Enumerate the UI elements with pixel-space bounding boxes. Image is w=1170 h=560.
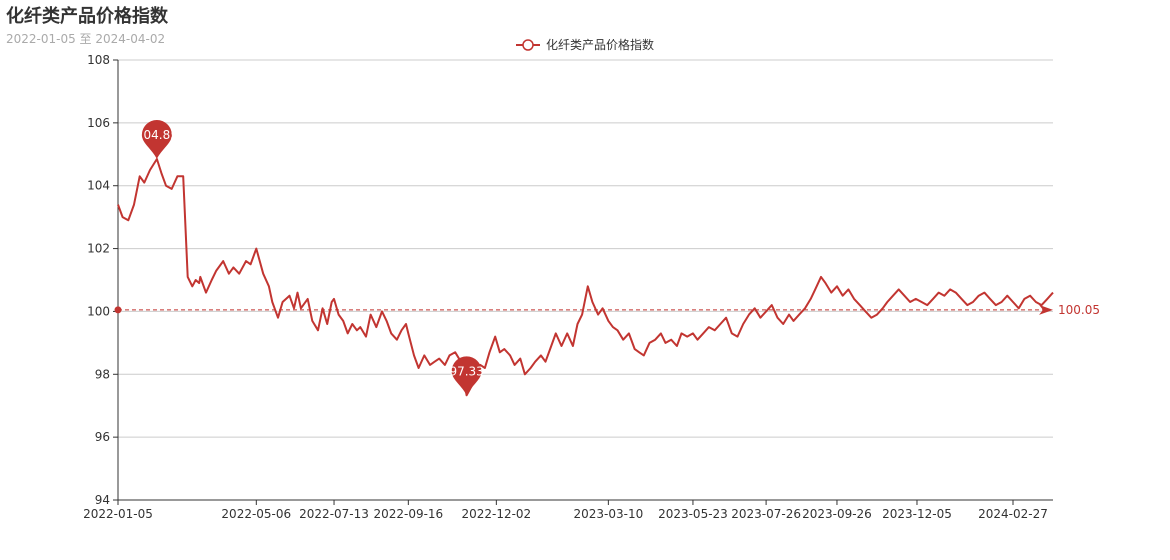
legend-label: 化纤类产品价格指数 [546,37,654,52]
legend-circle-symbol [522,39,534,51]
y-tick-label: 102 [87,242,110,256]
min-mark-label: 97.33 [449,364,483,378]
map-pin-icon [141,120,172,159]
min-mark-point: 97.33 [449,356,484,396]
x-tick-label: 2023-03-10 [573,507,643,521]
y-tick-label: 106 [87,116,110,130]
axes: 94 96 98 100 102 104 106 108 2022-01-05 2022-05-0… [83,53,1053,521]
y-tick-label: 104 [87,179,110,193]
x-tick-label: 2022-09-16 [373,507,443,521]
x-tick-label: 2023-07-26 [731,507,801,521]
x-tick-label: 2022-12-02 [461,507,531,521]
y-tick-label: 100 [87,304,110,318]
x-tick-label: 2023-05-23 [658,507,728,521]
x-tick-label: 2022-05-06 [221,507,291,521]
max-mark-point: 104.85 [136,120,178,159]
max-mark-label: 104.85 [136,128,178,142]
average-line-arrow [1039,304,1053,315]
chart-subtitle: 2022-01-05 至 2024-04-02 [6,32,166,46]
x-tick-label: 2022-07-13 [299,507,369,521]
gridlines [118,59,1053,438]
y-tick-label: 94 [95,493,110,507]
y-tick-label: 108 [87,53,110,67]
x-tick-label: 2022-01-05 [83,507,153,521]
y-tick-label: 96 [95,430,110,444]
average-line-label: 100.05 [1058,303,1100,317]
x-tick-label: 2023-09-26 [802,507,872,521]
map-pin-icon [451,356,482,396]
x-tick-label: 2024-02-27 [978,507,1048,521]
mark-layer: 100.05 104.85 97.33 [114,120,1100,396]
legend[interactable]: 化纤类产品价格指数 [516,37,654,52]
y-tick-label: 98 [95,367,110,381]
x-tick-label: 2023-12-05 [882,507,952,521]
series-layer [117,158,1054,397]
chart-title: 化纤类产品价格指数 [6,6,168,27]
series-line [117,158,1054,397]
